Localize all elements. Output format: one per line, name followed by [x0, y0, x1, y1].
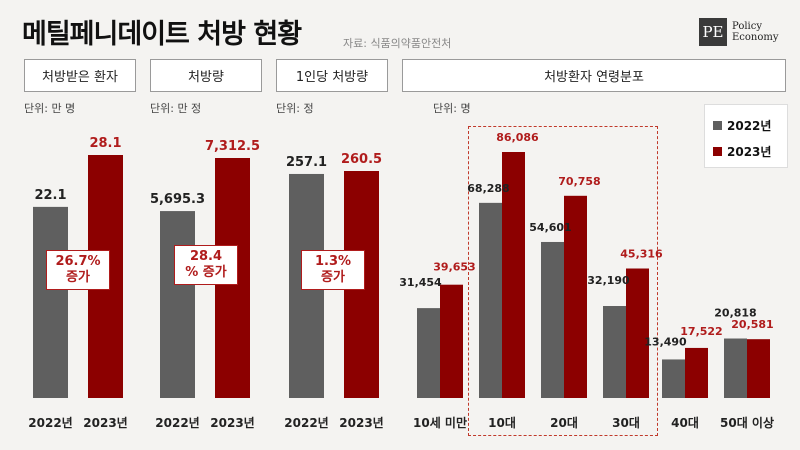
growth-badge-line: 증가 [321, 270, 345, 285]
logo-text: Policy Economy [732, 21, 779, 43]
growth-badge-line: 증가 [66, 270, 90, 285]
growth-badge-line: % 증가 [185, 265, 227, 280]
growth-badge-patients: 26.7% 증가 [46, 250, 110, 290]
category-label: 10세 미만 [413, 415, 467, 430]
value-label: 28.1 [89, 136, 121, 151]
category-label: 10대 [488, 416, 516, 430]
logo-line-2: Economy [732, 32, 779, 43]
bar-2022 [33, 206, 68, 398]
bar-2022 [541, 241, 564, 398]
growth-badge-volume: 28.4% 증가 [174, 245, 238, 285]
category-label: 2022년 [284, 416, 328, 430]
category-label: 2022년 [155, 416, 199, 430]
bar-2022 [417, 308, 440, 398]
panel-header-patients: 처방받은 환자 [24, 59, 136, 92]
value-label: 260.5 [341, 152, 382, 167]
value-label: 20,581 [731, 318, 773, 331]
legend: 2022년 2023년 [704, 104, 788, 168]
bar-2023 [747, 339, 770, 398]
source-note: 자료: 식품의약품안전처 [343, 37, 452, 50]
logo-line-1: Policy [732, 21, 762, 32]
category-label: 20대 [550, 416, 578, 430]
value-label: 5,695.3 [150, 192, 205, 207]
bar-2022 [724, 338, 747, 398]
unit-label-patients: 단위: 만 명 [24, 102, 76, 115]
legend-label-2023: 2023년 [727, 145, 772, 159]
legend-item-2023: 2023년 [713, 143, 771, 160]
category-label: 2022년 [28, 416, 72, 430]
value-label: 31,454 [399, 276, 442, 289]
category-label: 2023년 [83, 416, 127, 430]
bar-2023 [626, 268, 649, 398]
category-label: 40대 [671, 416, 699, 430]
value-label: 68,288 [467, 182, 509, 195]
legend-label-2022: 2022년 [727, 119, 772, 133]
panel-header-age: 처방환자 연령분포 [402, 59, 786, 92]
highlight-box [468, 126, 658, 436]
value-label: 39,653 [433, 261, 475, 274]
bar-2023 [502, 152, 525, 398]
panel-header-volume: 처방량 [150, 59, 262, 92]
value-label: 70,758 [558, 175, 600, 188]
value-label: 20,818 [714, 307, 756, 320]
bar-2023 [564, 195, 587, 398]
growth-badge-line: 28.4 [189, 249, 223, 264]
legend-item-2022: 2022년 [713, 117, 771, 134]
category-label: 2023년 [339, 416, 383, 430]
growth-badge-line: 26.7% [55, 254, 101, 269]
bar-2022 [160, 211, 195, 398]
unit-label-per-capita: 단위: 정 [276, 102, 314, 115]
value-label: 86,086 [496, 131, 539, 144]
value-label: 22.1 [34, 188, 66, 203]
value-label: 7,312.5 [205, 139, 260, 154]
value-label: 54,601 [529, 221, 571, 234]
logo-icon: PE [699, 18, 727, 46]
bar-2023 [685, 347, 708, 398]
value-label: 13,490 [644, 335, 687, 348]
category-label: 50대 이상 [720, 415, 774, 430]
legend-swatch-2023 [713, 147, 722, 156]
bar-2022 [603, 306, 626, 398]
growth-badge-line: 1.3% [314, 254, 352, 269]
value-label: 32,190 [587, 274, 630, 287]
value-label: 17,522 [680, 325, 722, 338]
bar-2023 [440, 284, 463, 398]
value-label: 257.1 [286, 155, 327, 170]
unit-label-age: 단위: 명 [433, 102, 471, 115]
bar-2022 [479, 202, 502, 398]
value-label: 45,316 [620, 248, 663, 261]
logo: PE Policy Economy [699, 18, 779, 46]
page-title: 메틸페니데이트 처방 현황 [22, 19, 302, 50]
bar-2022 [662, 359, 685, 398]
growth-badge-per-capita: 1.3% 증가 [301, 250, 365, 290]
category-label: 30대 [612, 416, 640, 430]
panel-header-per-capita: 1인당 처방량 [276, 59, 388, 92]
legend-swatch-2022 [713, 121, 722, 130]
category-label: 2023년 [210, 416, 254, 430]
unit-label-volume: 단위: 만 정 [150, 102, 202, 115]
